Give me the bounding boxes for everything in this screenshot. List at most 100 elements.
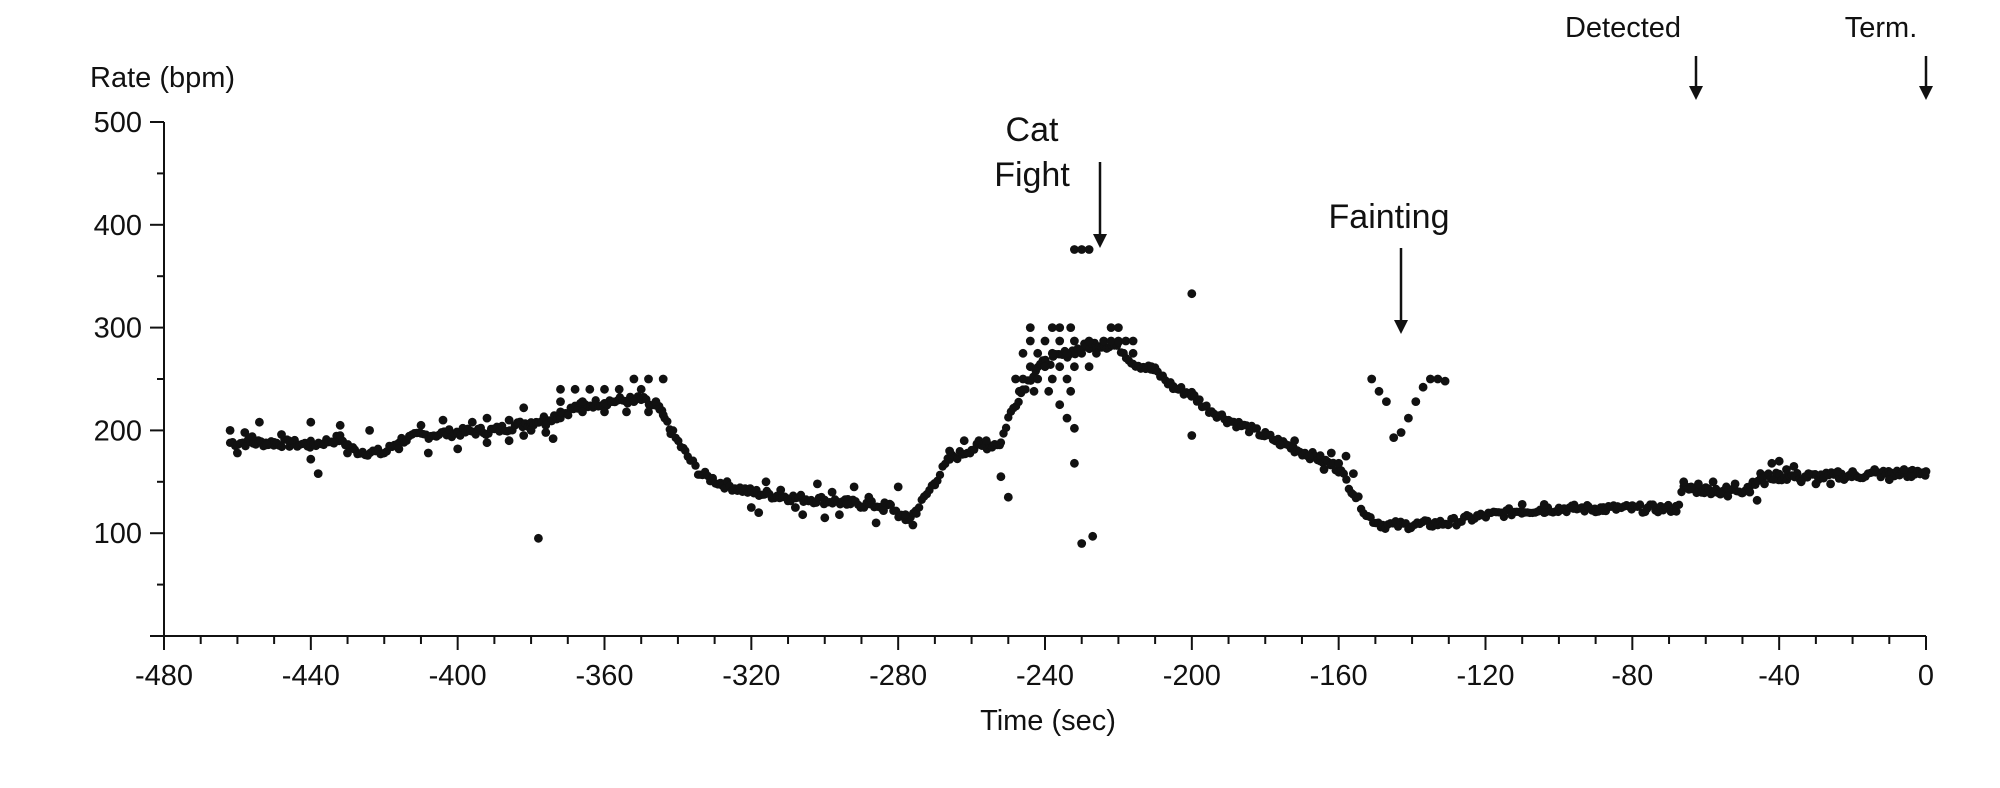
data-point xyxy=(1752,495,1762,505)
data-point xyxy=(1033,348,1043,358)
data-point xyxy=(1121,336,1131,346)
data-point xyxy=(1070,423,1079,433)
data-point xyxy=(556,407,565,417)
data-point xyxy=(394,444,404,454)
data-point xyxy=(1099,336,1109,346)
trend-point xyxy=(1001,423,1011,432)
data-point xyxy=(1084,336,1094,346)
data-point xyxy=(1694,479,1703,489)
data-point xyxy=(277,430,286,439)
data-point xyxy=(1426,374,1435,384)
data-point xyxy=(1921,467,1931,476)
data-point xyxy=(1062,413,1072,423)
data-point xyxy=(1033,374,1043,384)
data-point xyxy=(908,520,918,530)
data-point xyxy=(1767,458,1777,468)
data-point xyxy=(1092,348,1101,358)
data-point xyxy=(1088,531,1098,541)
data-point xyxy=(1147,362,1156,372)
data-point xyxy=(1047,323,1057,332)
data-point xyxy=(453,444,463,454)
data-point xyxy=(1025,336,1035,346)
trend-point xyxy=(564,411,573,420)
data-point xyxy=(1062,374,1072,384)
data-point xyxy=(901,510,910,520)
term-label: Term. xyxy=(1845,12,1918,44)
trend-point xyxy=(277,442,286,452)
data-point xyxy=(1396,428,1406,437)
x-tick-label: -200 xyxy=(1163,660,1221,692)
data-point xyxy=(1047,348,1057,358)
data-point xyxy=(438,415,448,425)
data-point xyxy=(1686,482,1696,492)
trend-point xyxy=(1672,507,1681,516)
data-point xyxy=(791,503,800,512)
data-point xyxy=(556,397,565,406)
data-point xyxy=(1055,323,1065,332)
data-points xyxy=(225,245,1931,548)
data-point xyxy=(1906,472,1916,482)
data-point xyxy=(1833,467,1843,476)
data-point xyxy=(1047,374,1057,384)
data-point xyxy=(1848,467,1857,476)
term-arrow-head xyxy=(1919,86,1933,100)
data-point xyxy=(1084,362,1094,372)
data-point xyxy=(1583,502,1593,511)
data-point xyxy=(1055,336,1065,346)
data-point xyxy=(629,397,639,406)
data-point xyxy=(1745,487,1755,497)
data-point xyxy=(313,469,323,478)
data-point xyxy=(1066,323,1076,332)
data-point xyxy=(416,420,426,430)
trend-point xyxy=(1014,397,1023,407)
data-point xyxy=(233,448,242,458)
data-point xyxy=(1334,458,1344,468)
data-point xyxy=(1040,362,1050,372)
y-tick-label: 100 xyxy=(94,518,142,550)
data-point xyxy=(548,434,558,443)
trend-point xyxy=(691,461,700,470)
trend-point xyxy=(996,438,1006,447)
data-point xyxy=(225,426,235,435)
data-point xyxy=(1569,504,1578,513)
x-tick-label: -360 xyxy=(575,660,633,692)
data-point xyxy=(1114,323,1123,332)
data-point xyxy=(255,417,264,427)
data-point xyxy=(1708,477,1718,487)
data-point xyxy=(306,454,316,464)
data-point xyxy=(1018,348,1028,358)
data-point xyxy=(1003,492,1013,502)
detected-arrow-head xyxy=(1689,86,1703,100)
data-point xyxy=(959,436,969,446)
trend-point xyxy=(663,417,672,426)
data-point xyxy=(1349,469,1358,478)
data-point xyxy=(1774,456,1784,466)
data-point xyxy=(651,397,661,406)
data-point xyxy=(534,533,543,543)
data-point xyxy=(658,374,668,384)
data-point xyxy=(629,374,639,384)
trend-point xyxy=(1354,492,1363,501)
data-point xyxy=(1642,504,1652,513)
data-point xyxy=(1084,245,1094,254)
x-tick-label: -120 xyxy=(1456,660,1514,692)
data-point xyxy=(1025,323,1035,332)
data-point xyxy=(1290,436,1299,446)
data-point xyxy=(482,413,492,423)
trend-point xyxy=(1499,512,1509,522)
trend-point xyxy=(1342,475,1351,484)
trend-point xyxy=(935,470,945,480)
data-point xyxy=(1077,245,1087,254)
data-point xyxy=(1382,397,1391,406)
data-point xyxy=(614,384,624,394)
data-point xyxy=(981,436,991,446)
data-point xyxy=(1404,413,1413,423)
y-tick-label: 400 xyxy=(94,210,142,242)
data-point xyxy=(284,436,294,446)
data-point xyxy=(1070,245,1079,254)
data-point xyxy=(1275,440,1285,450)
data-point xyxy=(1789,462,1799,471)
data-point xyxy=(247,432,257,441)
data-point xyxy=(1304,451,1314,461)
data-point xyxy=(541,420,551,430)
